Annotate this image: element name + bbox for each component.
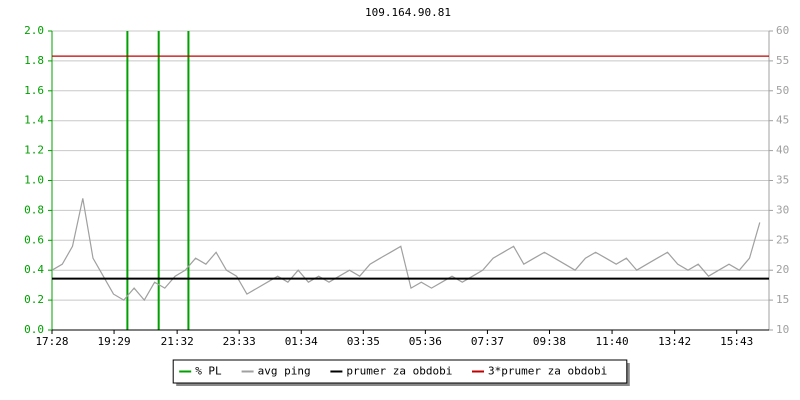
legend: % PL avg ping prumer za obdobi 3*prumer za … [172, 359, 630, 386]
y-tick-label: 0.8 [24, 203, 44, 216]
ping-line [51, 198, 761, 302]
y-tick-label: 1.2 [24, 144, 44, 157]
legend-label: 3*prumer za obdobi [488, 365, 607, 378]
x-tick-label: 19:29 [97, 335, 130, 348]
x-tick-label: 03:35 [347, 335, 380, 348]
y-tick-label: 1.4 [24, 114, 44, 127]
x-tick-label: 17:28 [35, 335, 68, 348]
y2-tick-label: 30 [776, 203, 789, 216]
x-tick-label: 07:37 [471, 335, 504, 348]
x-tick-label: 09:38 [533, 335, 566, 348]
y2-tick-label: 15 [776, 293, 789, 306]
y2-tick-label: 35 [776, 174, 789, 187]
y2-tick-label: 40 [776, 144, 789, 157]
y-tick-label: 0.0 [24, 323, 44, 336]
y2-tick-label: 25 [776, 233, 789, 246]
x-tick-label: 15:43 [720, 335, 753, 348]
y2-tick-label: 50 [776, 84, 789, 97]
y2-tick-label: 45 [776, 114, 789, 127]
y2-tick-label: 55 [776, 54, 789, 67]
legend-label: prumer za obdobi [346, 365, 452, 378]
y2-tick-label: 60 [776, 24, 789, 37]
y-tick-label: 0.4 [24, 263, 44, 276]
legend-label: avg ping [258, 365, 311, 378]
x-tick-label: 01:34 [285, 335, 318, 348]
y-tick-label: 0.2 [24, 293, 44, 306]
x-tick-label: 23:33 [223, 335, 256, 348]
chart-title: 109.164.90.81 [365, 6, 451, 19]
y-tick-label: 1.8 [24, 54, 44, 67]
y-tick-label: 1.6 [24, 84, 44, 97]
x-tick-label: 11:40 [595, 335, 628, 348]
y2-tick-label: 20 [776, 263, 789, 276]
x-tick-label: 13:42 [658, 335, 691, 348]
legend-box [172, 359, 628, 384]
y-tick-label: 1.0 [24, 174, 44, 187]
y2-tick-label: 10 [776, 323, 789, 336]
x-tick-label: 21:32 [161, 335, 194, 348]
legend-label: % PL [195, 365, 222, 378]
x-tick-label: 05:36 [409, 335, 442, 348]
y-tick-label: 0.6 [24, 233, 44, 246]
y-tick-label: 2.0 [24, 24, 44, 37]
